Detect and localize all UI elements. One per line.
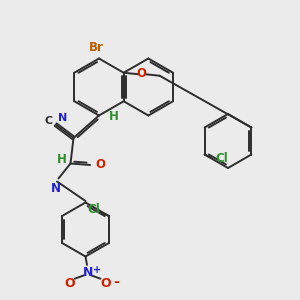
Text: H: H xyxy=(57,153,66,167)
Text: O: O xyxy=(64,277,75,290)
Text: N: N xyxy=(50,182,61,195)
Text: +: + xyxy=(93,265,101,275)
Text: N: N xyxy=(58,113,67,123)
Text: C: C xyxy=(45,116,53,126)
Text: Cl: Cl xyxy=(215,152,228,165)
Text: O: O xyxy=(137,67,147,80)
Text: O: O xyxy=(95,158,105,172)
Text: H: H xyxy=(109,110,118,124)
Text: N: N xyxy=(82,266,93,279)
Text: O: O xyxy=(100,277,111,290)
Text: Br: Br xyxy=(88,41,104,54)
Text: Cl: Cl xyxy=(88,203,100,216)
Text: -: - xyxy=(114,275,119,289)
